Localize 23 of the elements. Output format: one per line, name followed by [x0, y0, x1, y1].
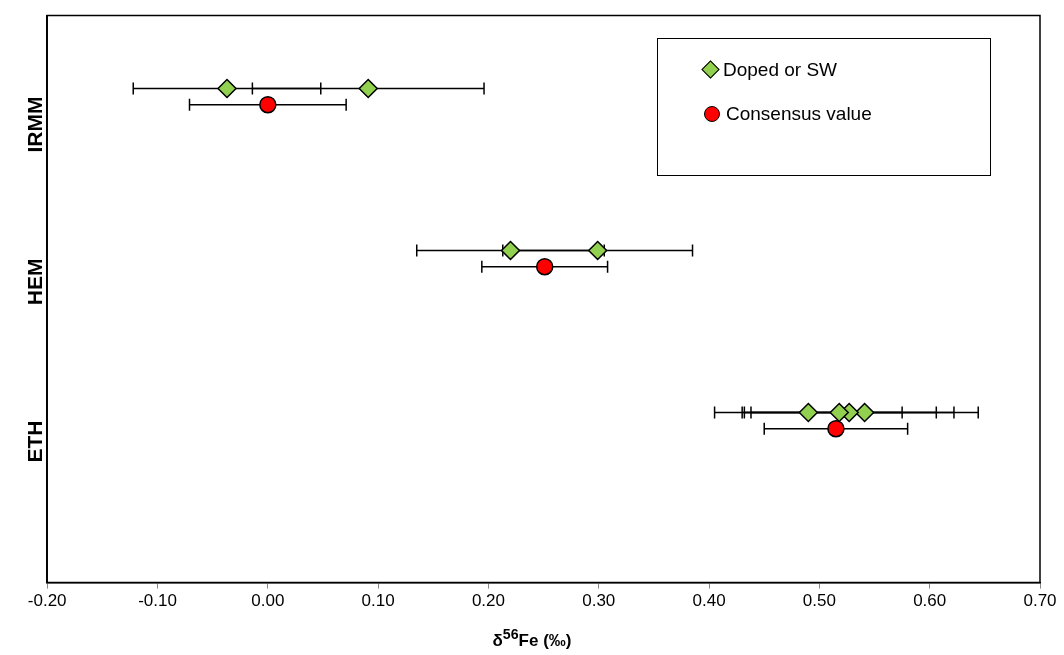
x-tick-label: 0.50 — [802, 591, 836, 611]
point — [587, 240, 608, 261]
point — [500, 240, 521, 261]
y-tick-label: IRMM — [23, 96, 46, 153]
x-tick-label: 0.70 — [1023, 591, 1057, 611]
x-tick-label: 0.10 — [361, 591, 395, 611]
point — [358, 78, 378, 99]
point — [829, 402, 849, 423]
point — [854, 402, 875, 423]
x-axis-title: δ$^{56}$Fe (‰) — [491, 626, 573, 651]
y-tick-label: ETH — [23, 420, 46, 463]
x-tick-label: 0.40 — [692, 591, 726, 611]
x-tick-label: 0.60 — [913, 591, 947, 611]
x-tick-label: 0.20 — [471, 591, 505, 611]
legend-label: Doped or SW — [723, 58, 838, 81]
legend-label: Consensus value — [726, 102, 872, 125]
x-tick-label: -0.10 — [138, 591, 177, 611]
point — [217, 78, 237, 99]
point — [798, 402, 819, 423]
x-tick-label: 0.00 — [251, 591, 285, 611]
x-tick-label: -0.20 — [27, 591, 67, 611]
x-tick-label: 0.30 — [582, 591, 616, 611]
y-tick-label: HEM — [23, 258, 46, 306]
